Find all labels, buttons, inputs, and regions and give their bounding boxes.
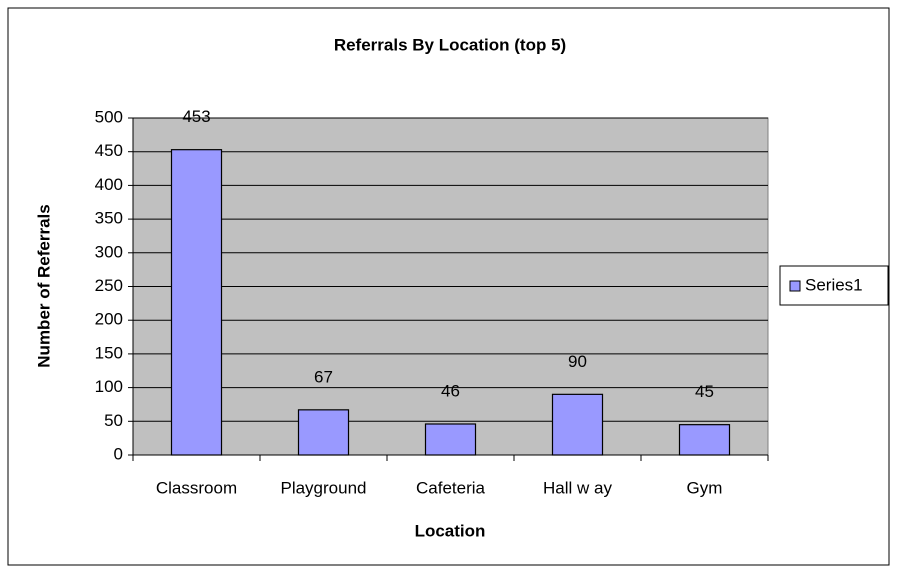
data-label: 67 xyxy=(314,367,333,386)
bar xyxy=(424,423,477,456)
y-tick-label: 450 xyxy=(95,141,123,160)
y-tick-label: 500 xyxy=(95,107,123,126)
y-tick-label: 400 xyxy=(95,175,123,194)
bar xyxy=(678,424,731,456)
chart-title: Referrals By Location (top 5) xyxy=(334,35,566,54)
x-tick-label: Cafeteria xyxy=(416,478,486,497)
y-tick-label: 200 xyxy=(95,310,123,329)
data-label: 90 xyxy=(568,352,587,371)
x-axis-title: Location xyxy=(415,521,486,540)
y-tick-label: 100 xyxy=(95,377,123,396)
y-tick-label: 350 xyxy=(95,209,123,228)
data-label: 453 xyxy=(182,107,210,126)
y-tick-label: 50 xyxy=(104,411,123,430)
y-tick-label: 150 xyxy=(95,343,123,362)
y-tick-label: 0 xyxy=(114,444,123,463)
y-tick-label: 300 xyxy=(95,242,123,261)
x-tick-label: Gym xyxy=(687,478,723,497)
y-axis-title: Number of Referrals xyxy=(34,204,53,367)
bar xyxy=(551,393,604,456)
data-label: 46 xyxy=(441,381,460,400)
x-tick-label: Playground xyxy=(280,478,366,497)
bar xyxy=(297,409,350,456)
x-tick-label: Hall w ay xyxy=(543,478,612,497)
x-tick-label: Classroom xyxy=(156,478,237,497)
bar xyxy=(170,149,223,456)
y-tick-label: 250 xyxy=(95,276,123,295)
legend-label: Series1 xyxy=(805,275,863,294)
data-label: 45 xyxy=(695,382,714,401)
legend-swatch xyxy=(789,280,801,292)
